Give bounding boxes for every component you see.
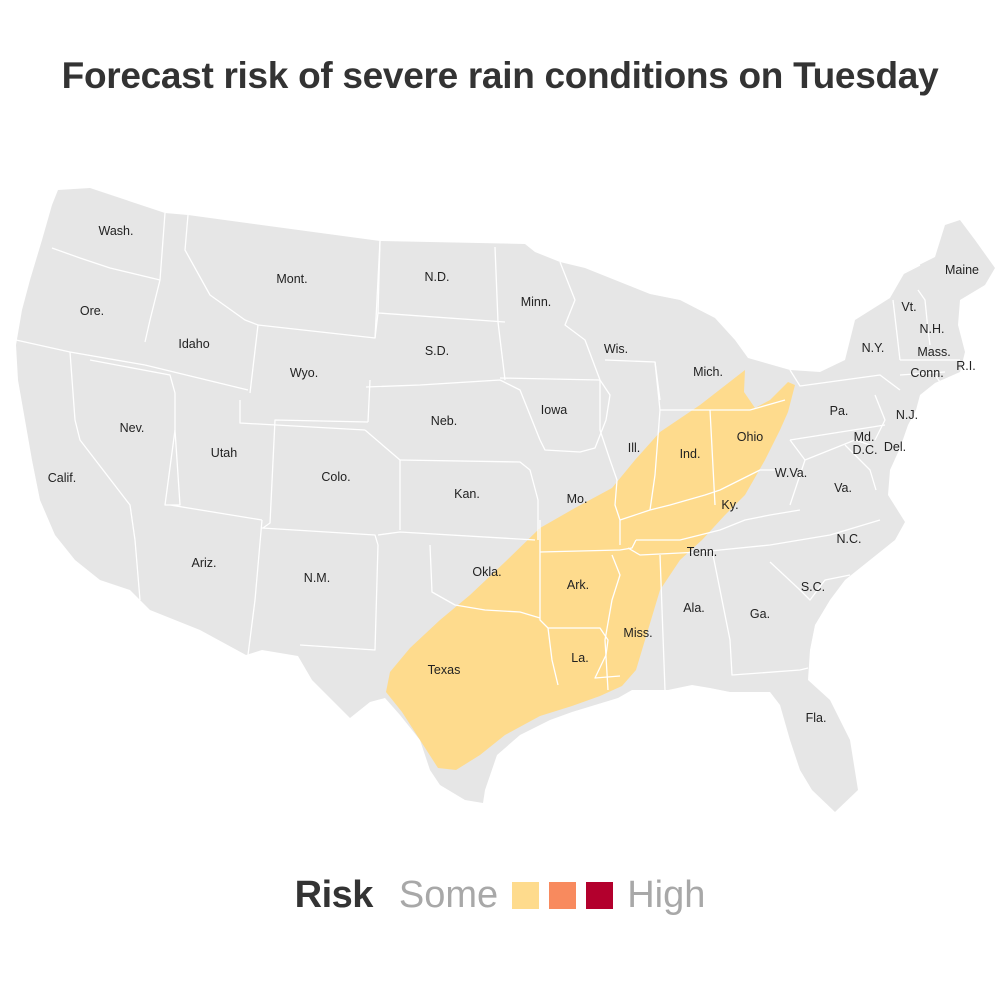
label-ri: R.I.	[956, 359, 975, 373]
label-co: Colo.	[321, 470, 350, 484]
label-ne: Neb.	[431, 414, 457, 428]
risk-legend: Risk Some High	[0, 870, 1000, 920]
label-oh: Ohio	[737, 430, 763, 444]
label-wi: Wis.	[604, 342, 628, 356]
us-land	[16, 188, 995, 812]
label-va: Va.	[834, 481, 852, 495]
label-nh: N.H.	[920, 322, 945, 336]
label-fl: Fla.	[806, 711, 827, 725]
label-mn: Minn.	[521, 295, 552, 309]
label-ga: Ga.	[750, 607, 770, 621]
label-tx: Texas	[428, 663, 461, 677]
label-in: Ind.	[680, 447, 701, 461]
risk-area-some	[386, 370, 795, 770]
label-az: Ariz.	[192, 556, 217, 570]
label-il: Ill.	[628, 441, 641, 455]
map-title: Forecast risk of severe rain conditions …	[61, 55, 939, 96]
state-borders	[15, 212, 960, 691]
legend-swatch-moderate	[549, 881, 577, 909]
label-wa: Wash.	[99, 224, 134, 238]
label-ks: Kan.	[454, 487, 480, 501]
label-ky: Ky.	[721, 498, 738, 512]
label-sc: S.C.	[801, 580, 825, 594]
legend-title: Risk	[294, 873, 374, 916]
label-ny: N.Y.	[862, 341, 885, 355]
label-ma: Mass.	[917, 345, 950, 359]
label-pa: Pa.	[830, 404, 849, 418]
legend-swatch-some	[512, 881, 540, 909]
label-nj: N.J.	[896, 408, 918, 422]
label-sd: S.D.	[425, 344, 449, 358]
label-ut: Utah	[211, 446, 237, 460]
label-me: Maine	[945, 263, 979, 277]
label-mo: Mo.	[567, 492, 588, 506]
label-ms: Miss.	[623, 626, 652, 640]
state-labels: Wash. Ore. Calif. Idaho Nev. Mont. Wyo. …	[48, 224, 979, 725]
label-id: Idaho	[178, 337, 209, 351]
label-ct: Conn.	[910, 366, 943, 380]
legend-high-label: High	[627, 873, 706, 916]
label-ok: Okla.	[472, 565, 501, 579]
label-nc: N.C.	[837, 532, 862, 546]
label-mt: Mont.	[276, 272, 307, 286]
label-de: Del.	[884, 440, 906, 454]
label-nm: N.M.	[304, 571, 330, 585]
label-ar: Ark.	[567, 578, 589, 592]
label-ca: Calif.	[48, 471, 76, 485]
label-mi: Mich.	[693, 365, 723, 379]
label-ia: Iowa	[541, 403, 567, 417]
label-wv: W.Va.	[775, 466, 807, 480]
label-al: Ala.	[683, 601, 705, 615]
label-la: La.	[571, 651, 588, 665]
label-or: Ore.	[80, 304, 104, 318]
legend-swatch-high	[586, 881, 614, 909]
label-md: Md.	[854, 430, 875, 444]
legend-low-label: Some	[398, 873, 499, 916]
label-vt: Vt.	[901, 300, 916, 314]
label-dc: D.C.	[853, 443, 878, 457]
label-tn: Tenn.	[687, 545, 718, 559]
label-nd: N.D.	[425, 270, 450, 284]
label-nv: Nev.	[120, 421, 145, 435]
label-wy: Wyo.	[290, 366, 318, 380]
